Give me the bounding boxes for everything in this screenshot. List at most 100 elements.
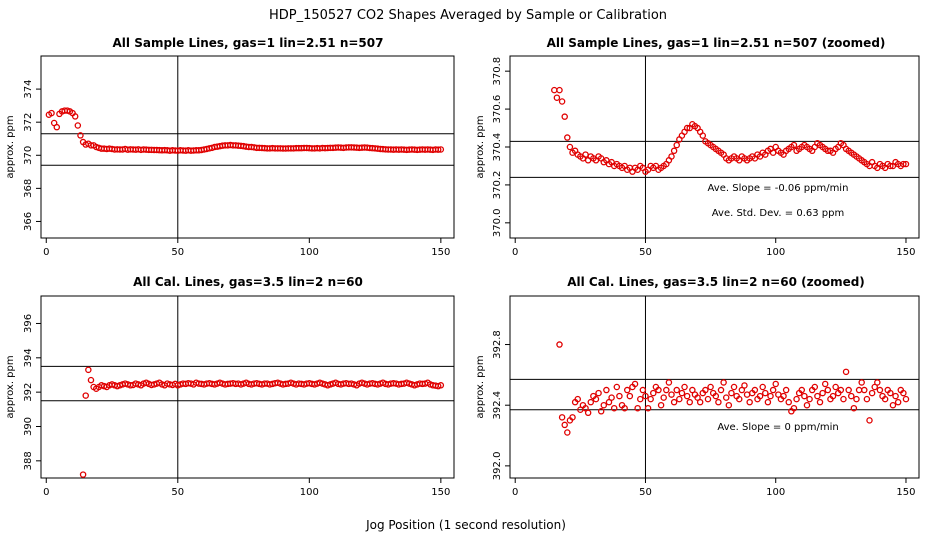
panel-3-data-point: [85, 366, 92, 374]
panel-4-data-point: [821, 380, 829, 388]
panel-4-data-point: [806, 395, 813, 403]
panel-4-data-point: [793, 395, 800, 403]
panel-2-data-point: [564, 134, 571, 141]
panel-4-data-point: [900, 389, 907, 397]
panel-4-data-point: [816, 398, 824, 406]
panel-2-ytick-label: 370.0: [492, 209, 503, 238]
panel-2-ytick-label: 370.4: [492, 133, 503, 162]
panel-4-annotation-1: Ave. Slope = 0 ppm/min: [717, 422, 838, 433]
panel-4-data-point: [803, 401, 811, 409]
panel-4-data-point: [616, 392, 623, 400]
panel-4-data-point: [866, 417, 873, 424]
panel-4-data-point: [889, 401, 897, 409]
panel-4-data-point: [694, 394, 701, 401]
panel-1-data-point: [53, 123, 61, 131]
panel-1-ytick-label: 366: [23, 212, 34, 231]
panel-1-title: All Sample Lines, gas=1 lin=2.51 n=507: [113, 36, 384, 50]
panel-1-ytick-label: 372: [23, 113, 34, 132]
panel-4-data-point: [728, 389, 735, 397]
panel-4-data-point: [837, 386, 845, 394]
panel-4-data-point: [556, 341, 563, 348]
panel-4-data-point: [874, 379, 881, 386]
panel-3-ylabel: approx. ppm: [5, 355, 16, 418]
panel-4-data-point: [668, 391, 675, 398]
panel-4-data-point: [623, 386, 631, 394]
panel-4-ytick-label: 392.0: [492, 452, 503, 481]
panel-3-ticks: 0 50 100 150 388 390 392 394 396: [23, 314, 450, 498]
panel-1-data-point: [437, 146, 445, 153]
panel-2-data-point: [582, 151, 589, 158]
panel-4-data-point: [584, 409, 592, 417]
panel-3-xtick-label: 50: [171, 487, 184, 498]
panel-4-data-point: [722, 394, 730, 401]
panel-3-data-point: [82, 392, 89, 399]
panel-1-ticks: 0 50 100 150 366 368 370 372 374: [23, 80, 450, 258]
panel-2-data-point: [683, 124, 691, 132]
panel-1-data-point: [71, 113, 79, 120]
panel-4-data-point: [558, 414, 566, 421]
panel-4-data-point: [801, 392, 808, 400]
panel-4-data-point: [678, 389, 686, 397]
panel-2-data-point: [551, 86, 558, 94]
panel-3-xtick-label: 150: [431, 487, 450, 498]
panel-4-data-point: [707, 383, 714, 391]
panel-1-data-point: [434, 146, 442, 153]
panel-1-lines: [41, 56, 454, 238]
panel-4-xtick-label: 100: [766, 487, 785, 498]
panel-4-data-point: [824, 386, 832, 394]
panel-4-frame: [509, 295, 920, 479]
panel-4-data-point: [853, 395, 860, 403]
panel-4-data-point: [637, 395, 644, 403]
panel-4-data-point: [764, 398, 772, 406]
panel-4-xtick-label: 0: [512, 487, 518, 498]
panel-4-data-point: [840, 395, 847, 403]
panel-1-xtick-label: 100: [300, 247, 319, 258]
panel-4-data-point: [574, 395, 581, 403]
panel-4-data-point: [861, 386, 868, 394]
panel-4-data-point: [663, 386, 670, 394]
panel-3-points: [79, 366, 445, 478]
panel-4-data-point: [814, 392, 821, 400]
panel-4-points: [556, 341, 910, 436]
panel-4-data-point: [600, 401, 608, 409]
panel-4-data-point: [582, 404, 589, 412]
panel-4-data-point: [759, 383, 766, 391]
panel-4-data-point: [798, 386, 806, 394]
panel-3-ytick-label: 394: [23, 348, 34, 367]
panel-4-data-point: [829, 392, 837, 400]
panel-2-annotation-1: Ave. Slope = -0.06 ppm/min: [708, 183, 849, 194]
panel-1-ytick-label: 370: [23, 146, 34, 165]
panel-1-ytick-label: 374: [23, 80, 34, 99]
panel-1: All Sample Lines, gas=1 lin=2.51 n=507 a…: [5, 36, 455, 258]
panel-4-data-point: [665, 379, 673, 386]
panel-4-data-point: [850, 404, 858, 412]
panel-1-ylabel: approx. ppm: [5, 115, 16, 178]
panel-4-data-point: [608, 394, 615, 401]
panel-3-ytick-label: 388: [23, 451, 34, 470]
panel-4-data-point: [790, 404, 798, 412]
panel-2-data-point: [790, 141, 798, 149]
panel-4-data-point: [743, 391, 751, 398]
panel-2-data-point: [673, 141, 680, 149]
panel-4-data-point: [592, 395, 600, 403]
panel-4-data-point: [855, 386, 863, 394]
panel-3-data-point: [437, 382, 445, 389]
panel-2-data-point: [566, 143, 574, 151]
panel-4-data-point: [689, 386, 696, 394]
panel-4-xtick-label: 150: [896, 487, 915, 498]
panel-4-data-point: [564, 429, 571, 436]
panel-4-ticks: 0 50 100 150 392.0 392.4 392.8: [492, 330, 916, 498]
panel-4-data-point: [772, 380, 779, 388]
figure-xlabel: Jog Position (1 second resolution): [365, 518, 566, 532]
panel-4-data-point: [657, 401, 665, 409]
panel-4-ytick-label: 392.8: [492, 330, 503, 359]
panel-2-lines: [510, 56, 919, 238]
panel-2-data-point: [887, 162, 894, 170]
panel-2-ytick-label: 370.8: [492, 57, 503, 86]
panel-3-xtick-label: 100: [300, 487, 319, 498]
panel-4-data-point: [767, 392, 774, 400]
panel-4-data-point: [769, 386, 777, 394]
panel-2-data-point: [561, 113, 568, 120]
panel-4-data-point: [785, 398, 792, 406]
